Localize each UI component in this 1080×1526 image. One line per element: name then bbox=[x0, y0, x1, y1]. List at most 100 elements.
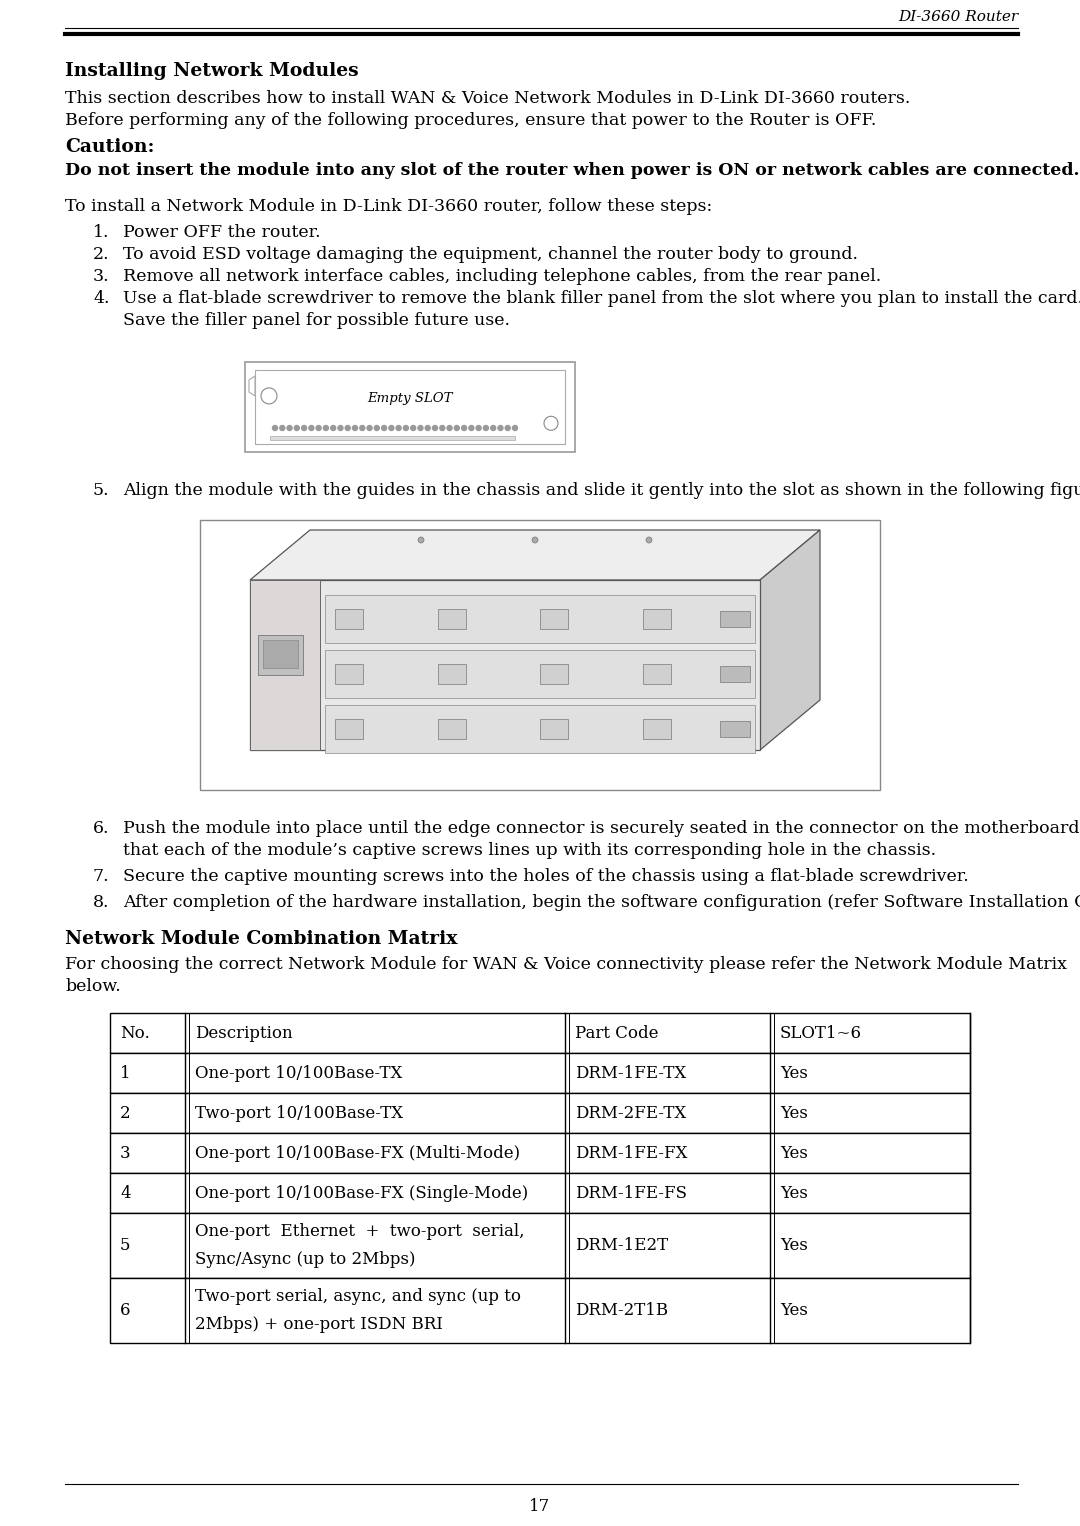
Circle shape bbox=[352, 426, 357, 430]
Text: One-port  Ethernet  +  two-port  serial,: One-port Ethernet + two-port serial, bbox=[195, 1222, 525, 1239]
Text: 2Mbps) + one-port ISDN BRI: 2Mbps) + one-port ISDN BRI bbox=[195, 1317, 443, 1334]
Circle shape bbox=[410, 426, 416, 430]
Bar bbox=[720, 720, 750, 737]
Bar bbox=[110, 1013, 970, 1053]
Text: Secure the captive mounting screws into the holes of the chassis using a flat-bl: Secure the captive mounting screws into … bbox=[123, 868, 969, 885]
Text: that each of the module’s captive screws lines up with its corresponding hole in: that each of the module’s captive screws… bbox=[123, 842, 936, 859]
Text: Two-port serial, async, and sync (up to: Two-port serial, async, and sync (up to bbox=[195, 1288, 521, 1305]
Text: Empty SLOT: Empty SLOT bbox=[367, 392, 453, 404]
Bar bbox=[720, 610, 750, 627]
Text: DRM-1FE-FS: DRM-1FE-FS bbox=[575, 1184, 687, 1201]
Bar bbox=[249, 580, 320, 749]
Circle shape bbox=[404, 426, 408, 430]
Text: DI-3660 Router: DI-3660 Router bbox=[897, 11, 1018, 24]
Circle shape bbox=[280, 426, 285, 430]
Bar bbox=[437, 609, 465, 629]
Bar bbox=[335, 664, 363, 684]
Text: Power OFF the router.: Power OFF the router. bbox=[123, 224, 321, 241]
Text: Do not insert the module into any slot of the router when power is ON or network: Do not insert the module into any slot o… bbox=[65, 162, 1080, 179]
Bar bbox=[325, 705, 755, 752]
Circle shape bbox=[490, 426, 496, 430]
Circle shape bbox=[513, 426, 517, 430]
Bar bbox=[540, 664, 568, 684]
Text: Part Code: Part Code bbox=[575, 1024, 659, 1042]
Text: 4: 4 bbox=[120, 1184, 131, 1201]
Bar bbox=[540, 719, 568, 739]
Circle shape bbox=[323, 426, 328, 430]
Text: Network Module Combination Matrix: Network Module Combination Matrix bbox=[65, 929, 458, 948]
Text: 5.: 5. bbox=[93, 482, 110, 499]
Text: 2: 2 bbox=[120, 1105, 131, 1122]
Bar bbox=[720, 665, 750, 682]
Text: Yes: Yes bbox=[780, 1105, 808, 1122]
Circle shape bbox=[440, 426, 445, 430]
Circle shape bbox=[301, 426, 307, 430]
Text: 8.: 8. bbox=[93, 894, 109, 911]
Text: below.: below. bbox=[65, 978, 121, 995]
Text: One-port 10/100Base-FX (Multi-Mode): One-port 10/100Base-FX (Multi-Mode) bbox=[195, 1144, 521, 1161]
Text: Yes: Yes bbox=[780, 1238, 808, 1254]
Circle shape bbox=[330, 426, 336, 430]
Text: 4.: 4. bbox=[93, 290, 109, 307]
Text: Description: Description bbox=[195, 1024, 293, 1042]
Text: Use a flat-blade screwdriver to remove the blank filler panel from the slot wher: Use a flat-blade screwdriver to remove t… bbox=[123, 290, 1080, 307]
Circle shape bbox=[381, 426, 387, 430]
Text: 7.: 7. bbox=[93, 868, 110, 885]
Bar bbox=[325, 650, 755, 697]
Circle shape bbox=[455, 426, 459, 430]
Circle shape bbox=[418, 537, 424, 543]
Text: Remove all network interface cables, including telephone cables, from the rear p: Remove all network interface cables, inc… bbox=[123, 269, 881, 285]
Circle shape bbox=[346, 426, 350, 430]
Text: Caution:: Caution: bbox=[65, 137, 154, 156]
Text: 6: 6 bbox=[120, 1302, 131, 1318]
Bar bbox=[110, 1173, 970, 1213]
Circle shape bbox=[544, 417, 558, 430]
Bar bbox=[110, 1053, 970, 1093]
Circle shape bbox=[367, 426, 372, 430]
Text: 1.: 1. bbox=[93, 224, 109, 241]
Circle shape bbox=[396, 426, 401, 430]
Text: SLOT1~6: SLOT1~6 bbox=[780, 1024, 862, 1042]
Circle shape bbox=[432, 426, 437, 430]
Bar bbox=[643, 609, 671, 629]
Text: One-port 10/100Base-TX: One-port 10/100Base-TX bbox=[195, 1065, 403, 1082]
Bar bbox=[643, 719, 671, 739]
Text: To avoid ESD voltage damaging the equipment, channel the router body to ground.: To avoid ESD voltage damaging the equipm… bbox=[123, 246, 858, 262]
Text: Sync/Async (up to 2Mbps): Sync/Async (up to 2Mbps) bbox=[195, 1251, 416, 1268]
Circle shape bbox=[505, 426, 510, 430]
Circle shape bbox=[338, 426, 343, 430]
Text: Save the filler panel for possible future use.: Save the filler panel for possible futur… bbox=[123, 311, 510, 330]
Bar bbox=[325, 595, 755, 642]
Polygon shape bbox=[249, 530, 820, 580]
Text: Two-port 10/100Base-TX: Two-port 10/100Base-TX bbox=[195, 1105, 403, 1122]
Circle shape bbox=[261, 388, 276, 404]
Text: No.: No. bbox=[120, 1024, 150, 1042]
Text: DRM-1FE-TX: DRM-1FE-TX bbox=[575, 1065, 686, 1082]
Bar bbox=[110, 1093, 970, 1132]
Text: Yes: Yes bbox=[780, 1065, 808, 1082]
Bar bbox=[335, 719, 363, 739]
Circle shape bbox=[646, 537, 652, 543]
Circle shape bbox=[287, 426, 292, 430]
Text: After completion of the hardware installation, begin the software configuration : After completion of the hardware install… bbox=[123, 894, 1080, 911]
Text: Installing Network Modules: Installing Network Modules bbox=[65, 63, 359, 79]
Circle shape bbox=[375, 426, 379, 430]
Bar bbox=[255, 369, 565, 444]
Text: 1: 1 bbox=[120, 1065, 131, 1082]
Circle shape bbox=[532, 537, 538, 543]
Bar bbox=[110, 1277, 970, 1343]
Bar bbox=[437, 664, 465, 684]
Bar bbox=[437, 719, 465, 739]
Bar bbox=[249, 580, 760, 749]
Text: Yes: Yes bbox=[780, 1184, 808, 1201]
Text: Align the module with the guides in the chassis and slide it gently into the slo: Align the module with the guides in the … bbox=[123, 482, 1080, 499]
Circle shape bbox=[469, 426, 474, 430]
Circle shape bbox=[389, 426, 394, 430]
Circle shape bbox=[418, 426, 423, 430]
Circle shape bbox=[316, 426, 321, 430]
Text: Yes: Yes bbox=[780, 1144, 808, 1161]
Text: 5: 5 bbox=[120, 1238, 131, 1254]
Bar bbox=[110, 1132, 970, 1173]
Bar bbox=[200, 520, 880, 790]
Polygon shape bbox=[760, 530, 820, 749]
